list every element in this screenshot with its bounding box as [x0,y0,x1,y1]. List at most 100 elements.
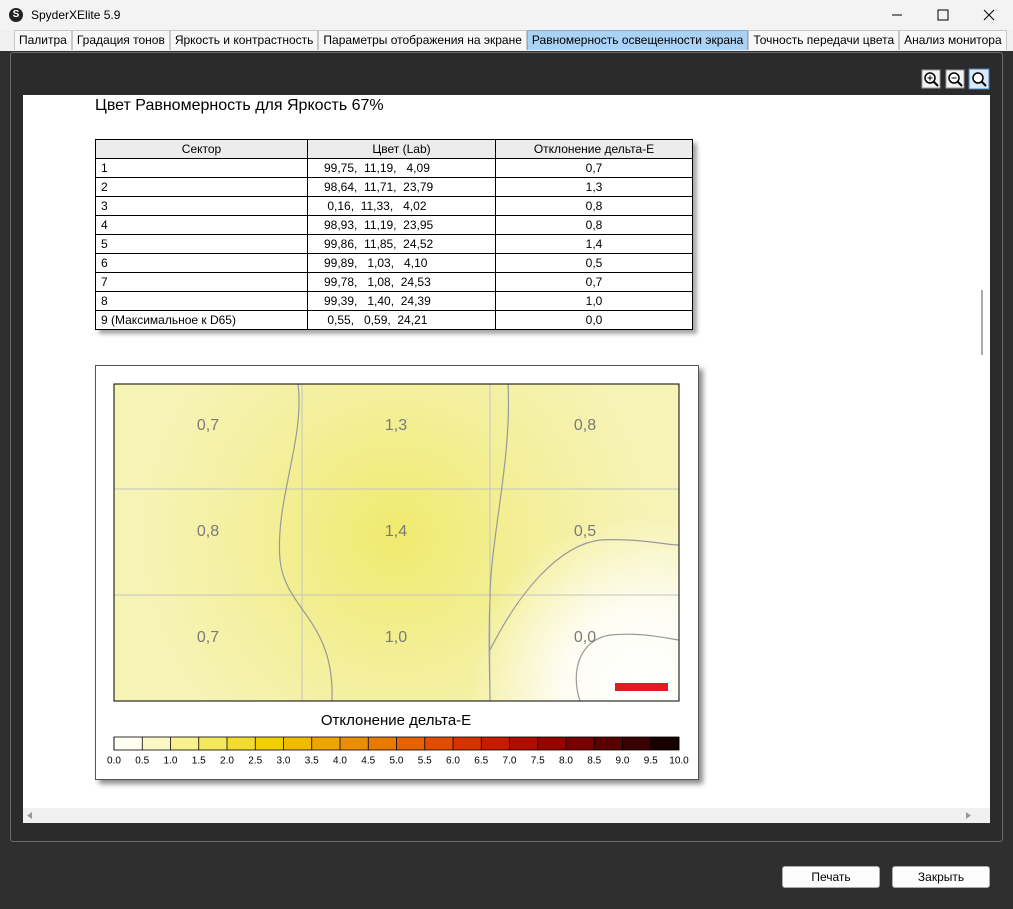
colorbar-segment [650,737,679,750]
cell-label: 0,8 [574,417,596,434]
table-row: 3 0,16, 11,33, 4,02 0,8 [95,196,693,216]
cell-label: 1,0 [385,629,407,646]
tab[interactable]: Равномерность освещенности экрана [526,30,749,50]
colorbar-label: 9.5 [644,756,658,767]
lab-cell: 99,75, 11,19, 4,09 [307,158,496,178]
colorbar-segment [481,737,510,750]
colorbar-segment [198,737,227,750]
legend-title: Отклонение дельта-E [321,712,471,729]
column-header: Цвет (Lab) [307,139,496,159]
horizontal-scrollbar[interactable] [23,808,990,823]
cell-labels: 0,7 1,3 0,8 0,8 1,4 0,5 0,7 1,0 0,0 [197,417,596,646]
colorbar-segment [594,737,623,750]
colorbar-segment [227,737,256,750]
colorbar-label: 1.5 [192,756,206,767]
colorbar-label: 9.0 [616,756,630,767]
delta-e-cell: 1,3 [495,177,693,197]
colorbar-segment [283,737,312,750]
colorbar-segment [396,737,425,750]
print-button[interactable]: Печать [782,866,880,888]
scroll-thumb[interactable] [981,290,983,355]
colorbar-label: 7.5 [531,756,545,767]
close-button[interactable] [983,9,995,21]
vertical-scrollbar[interactable] [975,95,990,808]
colorbar-segment [537,737,566,750]
colorbar-segment [114,737,143,750]
delta-e-cell: 0,8 [495,196,693,216]
colorbar-segment [170,737,199,750]
zoom-out-button[interactable] [945,69,965,89]
delta-e-cell: 1,0 [495,291,693,311]
table-row: 8 99,39, 1,40, 24,39 1,0 [95,291,693,311]
sector-cell: 2 [95,177,308,197]
colorbar-segment [566,737,595,750]
colorbar-frame [113,736,680,751]
cell-label: 0,5 [574,523,596,540]
heatmap-field [114,384,679,701]
cell-label: 0,7 [197,417,219,434]
colorbar-segment [622,737,651,750]
colorbar-label: 3.0 [277,756,291,767]
colorbar-segment [142,737,171,750]
tab[interactable]: Яркость и контрастность [169,30,319,50]
tab[interactable]: Градация тонов [71,30,170,50]
table-row: 2 98,64, 11,71, 23,79 1,3 [95,177,693,197]
column-header: Сектор [95,139,308,159]
plot-frame [113,383,680,702]
colorbar-label: 0.5 [135,756,149,767]
colorbar-label: 3.5 [305,756,319,767]
colorbar-label: 0.0 [107,756,121,767]
title-bar: S SpyderXElite 5.9 [0,0,1013,30]
lab-cell: 0,55, 0,59, 24,21 [307,310,496,330]
table-row: 1 99,75, 11,19, 4,09 0,7 [95,158,693,178]
lab-cell: 98,93, 11,19, 23,95 [307,215,496,235]
lab-cell: 99,86, 11,85, 24,52 [307,234,496,254]
colorbar-segment [424,737,453,750]
sector-cell: 1 [95,158,308,178]
table-row: 6 99,89, 1,03, 4,10 0,5 [95,253,693,273]
cell-label: 1,3 [385,417,407,434]
zoom-in-button[interactable] [921,69,941,89]
cell-label: 0,7 [197,629,219,646]
tab[interactable]: Анализ монитора [899,30,1007,50]
colorbar-label: 10.0 [669,756,689,767]
colorbar-label: 8.0 [559,756,573,767]
colorbar-segment [340,737,369,750]
zoom-toolbar [921,68,990,90]
colorbar-label: 6.0 [446,756,460,767]
sector-cell: 8 [95,291,308,311]
zoom-fit-button[interactable] [968,68,990,90]
app-icon: S [9,8,23,22]
uniformity-table: Сектор Цвет (Lab) Отклонение дельта-E 1 99,… [95,139,693,330]
colorbar-label: 2.0 [220,756,234,767]
colorbar-segment [453,737,482,750]
sector-cell: 4 [95,215,308,235]
lab-cell: 0,16, 11,33, 4,02 [307,196,496,216]
colorbar-label: 6.5 [474,756,488,767]
delta-e-cell: 1,4 [495,234,693,254]
colorbar-segment [509,737,538,750]
colorbar-segment [255,737,284,750]
cell-label: 0,8 [197,523,219,540]
tab[interactable]: Точность передачи цвета [748,30,900,50]
table-header: Сектор Цвет (Lab) Отклонение дельта-E [95,139,693,159]
sector-cell: 3 [95,196,308,216]
window-controls [892,9,995,21]
tab-bar: Палитра Градация тонов Яркость и контрастн… [0,30,1013,51]
delta-e-cell: 0,5 [495,253,693,273]
tab[interactable]: Палитра [14,30,72,50]
table-body: 1 99,75, 11,19, 4,09 0,7 2 98,64, 11,71, 23,… [95,158,693,330]
cell-label: 0,0 [574,629,596,646]
lab-cell: 99,78, 1,08, 24,53 [307,272,496,292]
colorbar-label: 5.0 [390,756,404,767]
delta-e-cell: 0,7 [495,158,693,178]
lab-cell: 99,39, 1,40, 24,39 [307,291,496,311]
tab[interactable]: Параметры отображения на экране [318,30,527,50]
close-dialog-button[interactable]: Закрыть [892,866,990,888]
maximize-button[interactable] [937,9,949,21]
column-header: Отклонение дельта-E [495,139,693,159]
report-heading: Цвет Равномерность для Яркость 67% [95,97,384,114]
colorbar-label: 4.0 [333,756,347,767]
